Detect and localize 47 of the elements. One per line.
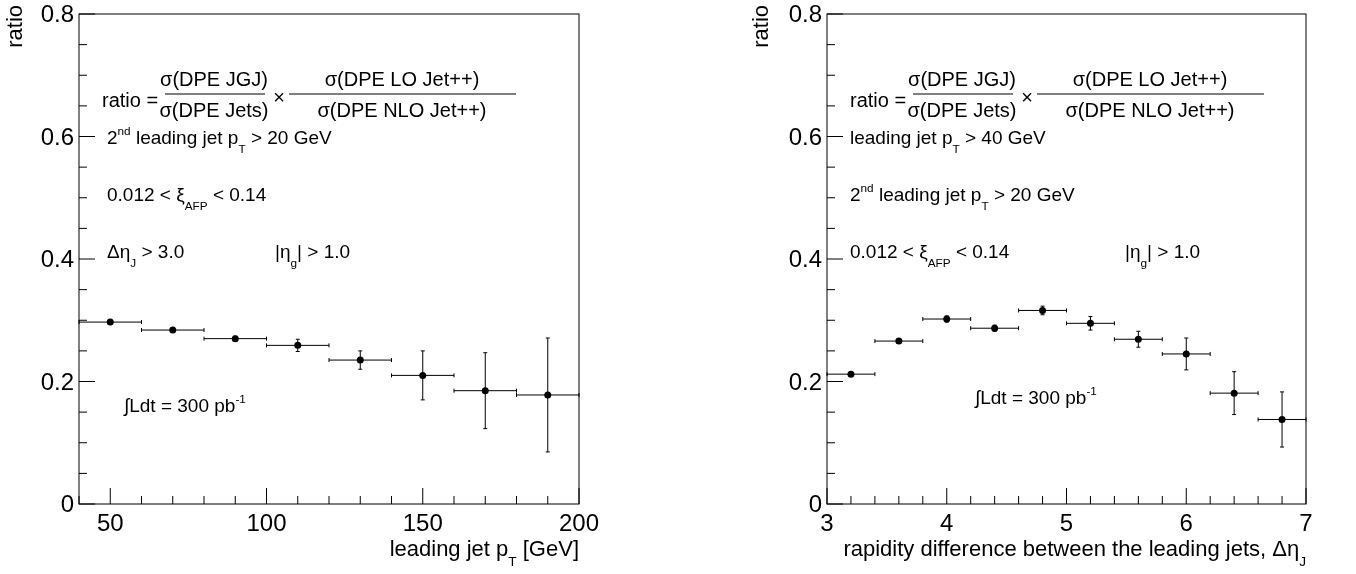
x-tick-label: 7 xyxy=(1299,509,1313,536)
annotation: σ(DPE Jets) xyxy=(159,99,269,121)
annotation: σ(DPE NLO Jet++) xyxy=(1065,99,1235,121)
annotation: ratio = xyxy=(102,89,159,111)
y-tick-label: 0.2 xyxy=(40,367,74,395)
y-axis-title: ratio xyxy=(748,5,773,48)
point xyxy=(294,341,302,349)
y-tick-label: 0.4 xyxy=(788,245,822,272)
annotation: σ(DPE Jets) xyxy=(907,99,1017,121)
y-tick-label: 0.2 xyxy=(788,367,822,395)
x-tick-label: 4 xyxy=(940,509,954,536)
y-tick-label: 0 xyxy=(808,490,822,517)
x-tick-label: 50 xyxy=(96,509,124,536)
y-tick-label: 0 xyxy=(60,490,74,517)
y-tick-label: 0.6 xyxy=(788,122,822,150)
y-tick-label: 0.4 xyxy=(40,245,74,272)
annotation: × xyxy=(273,86,285,108)
y-axis-title: ratio xyxy=(2,5,27,48)
x-tick-label: 6 xyxy=(1179,509,1193,536)
annotation: 2$^{nd}$ leading jet p$_{T}$ > 20 GeV xyxy=(850,181,1076,212)
annotation: 0.012 < ξ$_{AFP}$ < 0.14 xyxy=(850,241,1010,269)
x-axis-title: rapidity difference between the leading jets, Δη$_{J}$ xyxy=(843,536,1306,569)
annotation: 2$^{nd}$ leading jet p$_{T}$ > 20 GeV xyxy=(107,124,333,155)
annotation: σ(DPE JGJ) xyxy=(160,68,268,90)
annotation: |η$_{g}$| > 1.0 xyxy=(275,241,351,269)
annotation: ratio = xyxy=(850,89,907,111)
x-tick-label: 3 xyxy=(820,509,834,536)
annotation: ∫Ldt = 300 pb$^{-1}$ xyxy=(974,384,1097,409)
x-tick-label: 100 xyxy=(246,509,287,536)
annotation: σ(DPE LO Jet++) xyxy=(324,68,480,90)
x-tick-label: 200 xyxy=(558,509,600,536)
x-tick-label: 5 xyxy=(1059,509,1074,536)
annotation: leading jet p$_{T}$ > 40 GeV xyxy=(850,127,1047,155)
x-axis-title: leading jet p$_{T}$ [GeV] xyxy=(389,536,579,569)
annotation: ∫Ldt = 300 pb$^{-1}$ xyxy=(123,392,246,417)
annotation: |η$_{g}$| > 1.0 xyxy=(1125,241,1201,269)
annotation: × xyxy=(1021,86,1033,108)
y-tick-label: 0.6 xyxy=(40,122,74,150)
annotation: σ(DPE LO Jet++) xyxy=(1072,68,1228,90)
annotation: σ(DPE NLO Jet++) xyxy=(317,99,487,121)
y-tick-label: 0.8 xyxy=(40,0,74,27)
y-tick-label: 0.8 xyxy=(788,0,822,27)
annotation: σ(DPE JGJ) xyxy=(908,68,1016,90)
annotation: Δη$_{J}$ > 3.0 xyxy=(107,241,185,269)
point xyxy=(106,318,114,326)
x-tick-label: 150 xyxy=(402,509,443,536)
annotation: 0.012 < ξ$_{AFP}$ < 0.14 xyxy=(107,184,267,212)
